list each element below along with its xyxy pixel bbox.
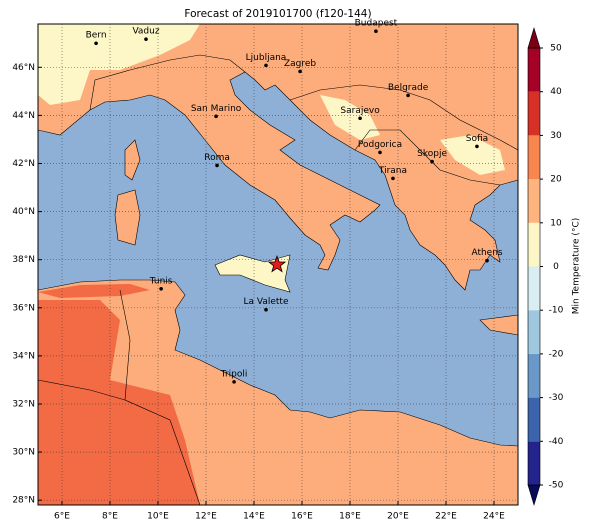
map-frame	[37, 23, 519, 506]
colorbar-level	[528, 397, 540, 442]
colorbar-level	[528, 91, 540, 136]
sardinia	[114, 189, 141, 246]
y-tick-label: 34°N	[12, 351, 35, 361]
x-tick-label: 20°E	[387, 512, 409, 522]
city-label: San Marino	[191, 104, 242, 114]
colorbar-level	[528, 179, 540, 223]
x-tick-label: 10°E	[147, 512, 169, 522]
border	[38, 379, 126, 401]
city-label: Sofia	[466, 134, 488, 144]
colorbar-tick-label: 10	[550, 218, 562, 228]
city-label: Zagreb	[284, 59, 316, 69]
y-tick-label: 32°N	[12, 399, 35, 409]
city-dot	[298, 69, 302, 74]
colorbar-tick-label: -30	[549, 393, 564, 403]
city-label: Ljubljana	[246, 53, 287, 63]
colorbar-extend-high	[527, 26, 541, 49]
x-tick-label: 18°E	[339, 512, 361, 522]
alps-cold	[38, 24, 200, 105]
colorbar-level	[528, 353, 540, 398]
city-label: Tirana	[378, 166, 407, 176]
city-dot	[144, 37, 148, 41]
city-label: Vaduz	[132, 27, 159, 37]
y-tick-label: 46°N	[12, 63, 35, 73]
colorbar-extend-low	[527, 484, 541, 507]
city-dot	[406, 93, 410, 98]
colorbar-tick-label: 20	[550, 175, 562, 185]
city-dot	[94, 41, 98, 46]
city-dot	[430, 159, 434, 164]
city-dot	[374, 29, 378, 34]
y-tick-label: 36°N	[12, 303, 35, 313]
title: Forecast of 2019101700 (f120-144)	[184, 8, 371, 20]
y-tick-label: 28°N	[12, 496, 35, 506]
city-dot	[232, 380, 236, 384]
x-tick-label: 22°E	[435, 512, 457, 522]
colorbar-level	[528, 222, 540, 267]
colorbar-tick-label: 0	[553, 262, 559, 272]
x-tick-label: 8°E	[102, 512, 118, 522]
colorbar-tick-label: 40	[550, 87, 562, 97]
y-tick-label: 30°N	[12, 448, 35, 458]
y-tick-label: 44°N	[12, 111, 35, 121]
colorbar-level	[528, 266, 540, 311]
y-tick-label: 42°N	[12, 159, 35, 169]
border	[289, 84, 518, 151]
colorbar-tick-label: -20	[549, 349, 564, 359]
city-label: Sarajevo	[340, 106, 380, 116]
city-label: Tripoli	[220, 369, 248, 379]
city-dot	[485, 258, 489, 263]
corsica	[124, 139, 141, 181]
border	[354, 129, 501, 186]
x-tick-label: 16°E	[291, 512, 313, 522]
city-label: Budapest	[355, 19, 398, 29]
event-marker	[267, 255, 287, 273]
border	[89, 54, 246, 111]
city-label: Skopje	[417, 149, 447, 159]
x-tick-label: 12°E	[195, 512, 217, 522]
africa-warm-2	[38, 284, 150, 298]
x-tick-label: 14°E	[243, 512, 265, 522]
y-tick-label: 38°N	[12, 255, 35, 265]
x-tick-label: 6°E	[54, 512, 70, 522]
turkey-land	[479, 314, 518, 336]
city-dot	[264, 63, 268, 68]
city-label: Bern	[86, 31, 107, 41]
city-label: Podgorica	[358, 140, 402, 150]
city-dot	[264, 307, 268, 312]
balkan-cold-2	[440, 135, 505, 175]
city-label: Belgrade	[388, 83, 429, 93]
colorbar-tick-label: -10	[549, 306, 564, 316]
city-label: La Valette	[244, 297, 289, 307]
colorbar-tick-label: -40	[549, 437, 564, 447]
colorbar-tick-label: 50	[550, 44, 562, 54]
africa-warm	[38, 300, 200, 505]
y-tick-label: 40°N	[12, 207, 35, 217]
city-dot	[475, 144, 479, 149]
colorbar-level	[528, 441, 540, 485]
city-dot	[214, 114, 218, 119]
colorbar-tick-label: 30	[550, 131, 562, 141]
colorbar-level	[528, 135, 540, 180]
city-label: Roma	[204, 153, 230, 163]
city-dot	[378, 150, 382, 155]
x-tick-label: 24°E	[483, 512, 505, 522]
city-dot	[358, 116, 362, 121]
colorbar-label: Min Temperature (°C)	[572, 218, 582, 315]
city-dot	[159, 286, 163, 291]
city-dot	[215, 163, 219, 168]
colorbar-level	[528, 310, 540, 354]
colorbar-tick-label: -50	[549, 481, 564, 491]
city-dot	[391, 176, 395, 181]
colorbar-level	[528, 48, 540, 92]
city-label: Tunis	[149, 276, 173, 286]
city-label: Athens	[471, 248, 502, 258]
